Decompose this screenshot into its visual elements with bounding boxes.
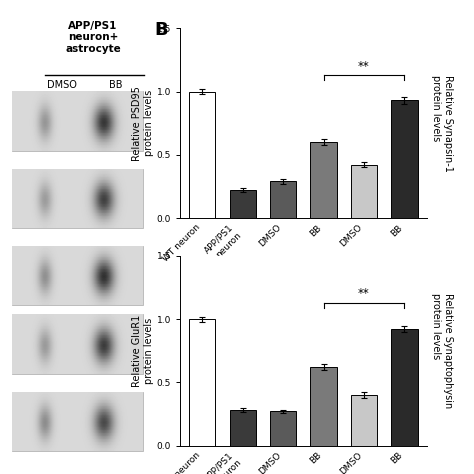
Bar — [189, 319, 216, 446]
Text: **: ** — [358, 60, 370, 73]
Bar — [351, 165, 377, 218]
Bar — [310, 367, 337, 446]
Bar — [270, 411, 296, 446]
Y-axis label: Relative GluR1
protein levels: Relative GluR1 protein levels — [132, 315, 154, 387]
Text: BB: BB — [109, 80, 122, 90]
Text: B: B — [154, 21, 168, 39]
Text: DMSO: DMSO — [46, 80, 77, 90]
FancyBboxPatch shape — [12, 91, 143, 151]
Bar — [391, 329, 418, 446]
Y-axis label: Relative PSD95
protein levels: Relative PSD95 protein levels — [132, 86, 154, 161]
FancyBboxPatch shape — [12, 314, 143, 374]
Text: **: ** — [358, 287, 370, 300]
Text: Relative Synaptophysin
protein levels: Relative Synaptophysin protein levels — [431, 293, 453, 409]
Bar — [229, 410, 256, 446]
Bar — [229, 190, 256, 218]
Bar — [310, 142, 337, 218]
Bar — [189, 91, 216, 218]
Text: APP/PS1
neuron: APP/PS1 neuron — [286, 317, 320, 336]
Bar — [391, 100, 418, 218]
Text: APP/PS1
neuron+
astrocyte: APP/PS1 neuron+ astrocyte — [65, 21, 121, 54]
Text: Relative Synapsin-1
protein levels: Relative Synapsin-1 protein levels — [431, 75, 453, 172]
FancyBboxPatch shape — [12, 392, 143, 451]
FancyBboxPatch shape — [12, 246, 143, 305]
Bar — [351, 395, 377, 446]
Bar — [270, 182, 296, 218]
FancyBboxPatch shape — [12, 169, 143, 228]
Text: APP/PS1
neuron+
astrocyte: APP/PS1 neuron+ astrocyte — [365, 317, 404, 346]
